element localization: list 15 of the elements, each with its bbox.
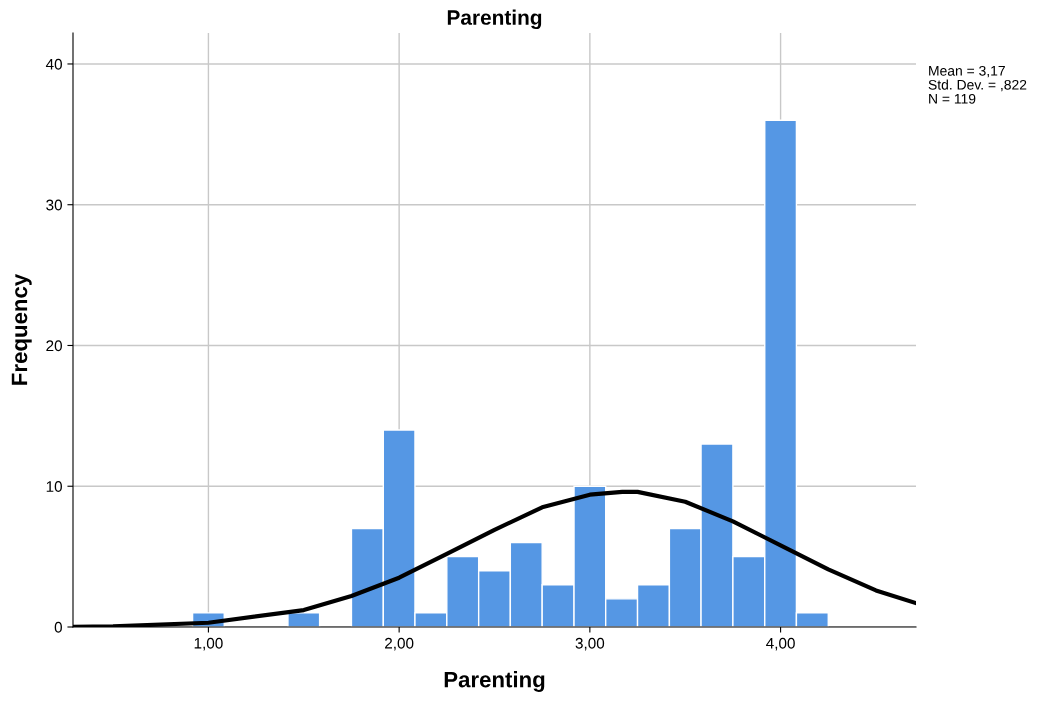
y-tick-label: 0: [54, 621, 62, 633]
x-tick-label: 1,00: [194, 637, 223, 651]
x-tick-label: 3,00: [575, 637, 605, 651]
chart-title: Parenting: [447, 9, 542, 30]
text: Mean = 3,17: [929, 65, 1005, 78]
x-axis-title: Parenting: [444, 671, 545, 692]
y-axis-title: Frequency: [11, 273, 32, 385]
y-tick-label: 10: [46, 481, 62, 492]
y-tick-label: 30: [46, 199, 62, 211]
x-tick-label: 4,00: [766, 637, 795, 651]
y-tick-label: 40: [45, 58, 62, 70]
y-tick-label: 20: [46, 340, 62, 352]
text: N = 119: [929, 93, 976, 104]
x-tick-label: 2,00: [385, 637, 414, 651]
text: Std. Dev. = ,822: [928, 79, 1027, 92]
